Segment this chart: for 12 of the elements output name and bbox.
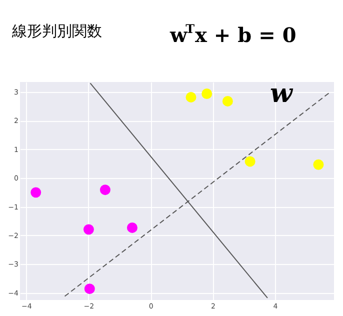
point — [84, 284, 95, 294]
point — [186, 92, 196, 102]
point — [100, 184, 110, 196]
point — [313, 159, 324, 170]
point — [244, 156, 256, 167]
point — [30, 187, 42, 198]
point — [126, 222, 138, 233]
annotation: w — [270, 79, 294, 109]
point — [222, 96, 233, 106]
point — [83, 224, 94, 235]
chart-title: 線形判別関数 — [11, 22, 102, 40]
point — [202, 88, 212, 99]
